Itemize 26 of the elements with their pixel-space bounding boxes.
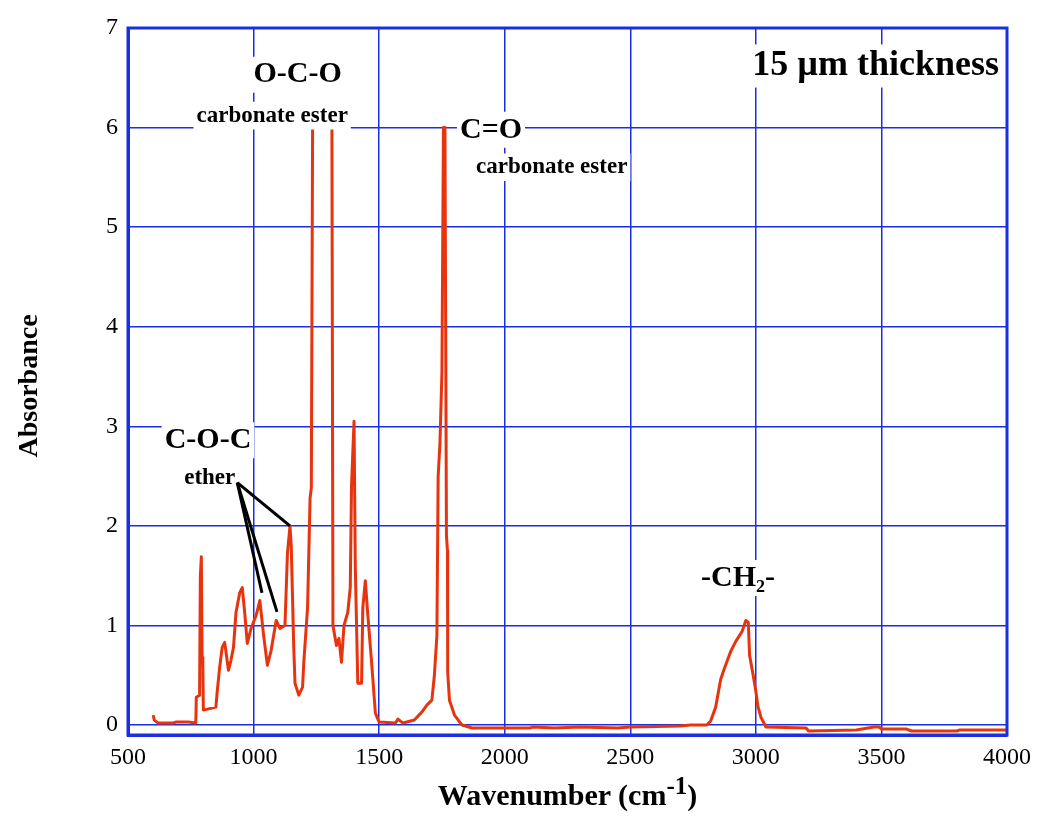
annotation: carbonate ester [476,153,628,179]
x-tick-label: 500 [110,742,146,769]
y-tick-label: 6 [106,112,118,139]
x-tick-label: 3000 [731,742,780,769]
x-axis-title: Wavenumber (cm$^{-1}$) [436,772,699,812]
x-tick-label: 1000 [229,742,278,769]
annotation: O-C-O [253,55,342,89]
annotation: ether [184,463,236,489]
y-tick-label: 2 [106,511,118,538]
x-tick-label: 2500 [606,742,655,769]
annotation: C=O [459,110,523,144]
y-tick-label: 5 [106,212,118,239]
y-tick-label: 0 [106,710,118,737]
x-tick-label: 4000 [983,742,1031,769]
y-axis-title: Absorbance [12,313,44,460]
annotation: -CH₂- [701,558,776,592]
y-tick-label: 4 [106,312,118,339]
annotation: C-O-C [164,420,252,454]
y-tick-label: 1 [106,610,118,637]
chart-title: 15 µm thickness [752,43,999,84]
y-tick-label: 3 [106,411,118,438]
x-tick-label: 3500 [857,742,906,769]
y-tick-label: 7 [106,13,118,40]
x-tick-label: 1500 [355,742,404,769]
x-tick-label: 2000 [480,742,529,769]
annotation: carbonate ester [196,101,348,127]
